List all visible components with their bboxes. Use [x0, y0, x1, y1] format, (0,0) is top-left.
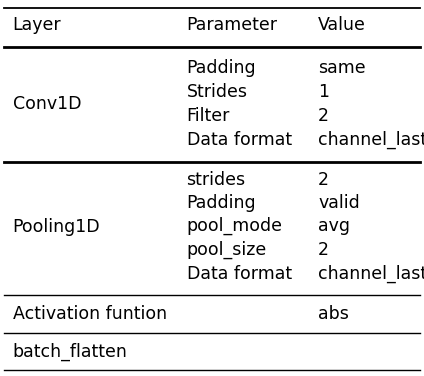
- Text: Value: Value: [318, 16, 366, 34]
- Text: Filter: Filter: [187, 107, 230, 125]
- Text: Parameter: Parameter: [187, 16, 278, 34]
- Text: Padding: Padding: [187, 194, 256, 212]
- Text: 2: 2: [318, 171, 329, 189]
- Text: 1: 1: [318, 83, 329, 101]
- Text: 2: 2: [318, 241, 329, 259]
- Text: Pooling1D: Pooling1D: [13, 218, 100, 236]
- Text: channel_last: channel_last: [318, 131, 424, 149]
- Text: same: same: [318, 59, 365, 77]
- Text: pool_size: pool_size: [187, 241, 267, 259]
- Text: Strides: Strides: [187, 83, 248, 101]
- Text: 2: 2: [318, 107, 329, 125]
- Text: Data format: Data format: [187, 265, 292, 283]
- Text: abs: abs: [318, 305, 349, 323]
- Text: valid: valid: [318, 194, 360, 212]
- Text: Conv1D: Conv1D: [13, 95, 81, 113]
- Text: Data format: Data format: [187, 131, 292, 149]
- Text: channel_last: channel_last: [318, 265, 424, 283]
- Text: strides: strides: [187, 171, 245, 189]
- Text: batch_flatten: batch_flatten: [13, 343, 128, 361]
- Text: avg: avg: [318, 217, 350, 235]
- Text: Layer: Layer: [13, 16, 61, 34]
- Text: Padding: Padding: [187, 59, 256, 77]
- Text: pool_mode: pool_mode: [187, 217, 282, 235]
- Text: Activation funtion: Activation funtion: [13, 305, 167, 323]
